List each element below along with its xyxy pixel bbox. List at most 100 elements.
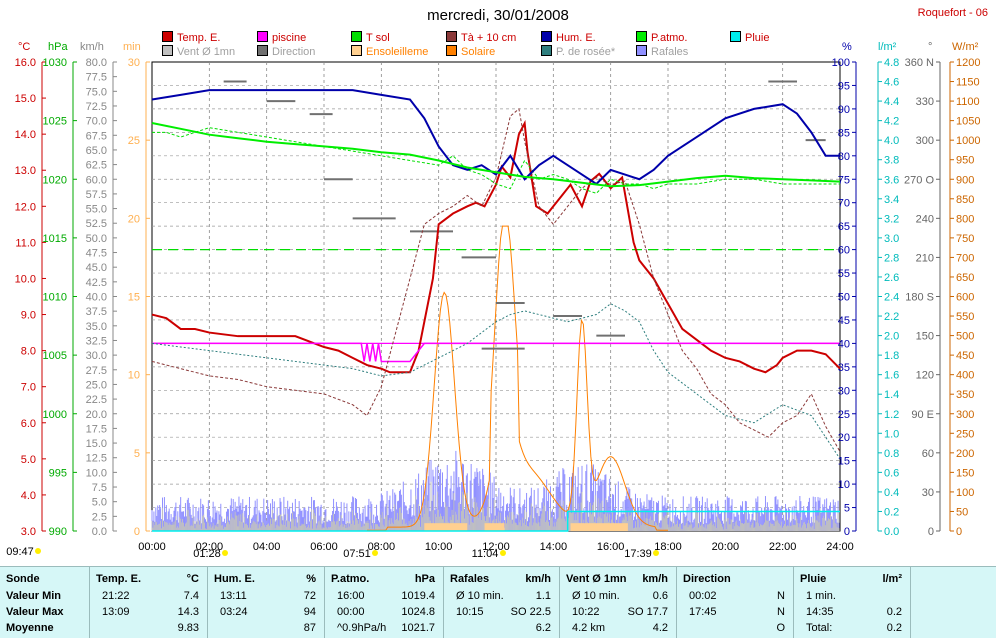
cell-label: 00:02 xyxy=(689,590,717,602)
table-row: 10:15 SO 22.5 xyxy=(444,604,559,620)
table-column: P.atmo. hPa 16:00 1019.4 00:00 1024.8 ^0.9hPa/… xyxy=(325,567,444,638)
tick-label-temp: 13.0 xyxy=(15,165,36,177)
tick-label-kmh: 37.5 xyxy=(86,306,107,318)
cell-label: Ø 10 min. xyxy=(456,590,504,602)
table-row: 13:11 72 xyxy=(208,588,324,604)
cell-label: Moyenne xyxy=(6,622,54,634)
table-row: 4.2 km 4.2 xyxy=(560,620,676,636)
tick-label-wm2: 50 xyxy=(956,506,968,518)
cell-label: 13:11 xyxy=(220,590,247,602)
tick-label-wm2: 700 xyxy=(956,252,974,264)
tick-label-pct: 95 xyxy=(838,80,850,92)
cell-label: 16:00 xyxy=(337,590,365,602)
tick-label-kmh: 15.0 xyxy=(86,438,107,450)
series-line-pluie xyxy=(152,510,840,532)
tick-label-kmh: 52.5 xyxy=(86,218,107,230)
cell-label: 10:15 xyxy=(456,606,484,618)
tick-label-lm2: 4.2 xyxy=(884,116,899,128)
legend-label: T sol xyxy=(366,32,390,44)
cell-value: 72 xyxy=(303,590,316,602)
table-header: Vent Ø 1mn km/h xyxy=(560,571,676,587)
tick-label-temp: 11.0 xyxy=(15,237,36,249)
column-title: Sonde xyxy=(6,573,40,585)
tick-label-kmh: 35.0 xyxy=(86,321,107,333)
tick-label-wm2: 400 xyxy=(956,370,974,382)
event-time: 01:28 xyxy=(193,548,221,560)
station-name: Roquefort - 06 xyxy=(918,7,988,19)
tick-label-wm2: 900 xyxy=(956,174,974,186)
sun-marker-icon xyxy=(222,550,228,556)
legend-item: Tà + 10 cm xyxy=(446,31,516,44)
tick-label-kmh: 20.0 xyxy=(86,409,107,421)
table-header: Temp. E. °C xyxy=(90,571,207,587)
unit-deg: ° xyxy=(928,41,932,53)
tick-label-kmh: 22.5 xyxy=(86,394,107,406)
table-column: Hum. E.% 13:11 72 03:24 94 87 xyxy=(208,567,325,638)
tick-label-pct: 70 xyxy=(838,198,850,210)
event-time: 11:04 xyxy=(472,548,499,560)
legend-swatch xyxy=(351,45,362,56)
tick-label-temp: 12.0 xyxy=(15,201,36,213)
legend-item: Temp. E. xyxy=(162,31,220,44)
tick-label-wm2: 450 xyxy=(956,350,974,362)
tick-label-min: 15 xyxy=(128,292,140,304)
chart-title: mercredi, 30/01/2008 xyxy=(427,7,569,24)
tick-label-kmh: 62.5 xyxy=(86,160,107,172)
tick-label-temp: 14.0 xyxy=(15,129,36,141)
cell-value: N xyxy=(777,590,785,602)
table-row: 13:09 14.3 xyxy=(90,604,207,620)
cell-value: 0.2 xyxy=(886,606,902,618)
cell-value: 9.83 xyxy=(177,622,199,634)
tick-label-min: 0 xyxy=(134,526,140,538)
tick-label-wm2: 150 xyxy=(956,467,974,479)
bars-layer xyxy=(151,450,840,531)
tick-label-kmh: 55.0 xyxy=(86,204,107,216)
table-row: 87 xyxy=(208,620,324,636)
tick-label-lm2: 3.2 xyxy=(884,213,899,225)
tick-label-pct: 35 xyxy=(838,362,850,374)
table-row: 00:02 N xyxy=(677,588,793,604)
series-line-piscine xyxy=(152,342,840,363)
cell-label: 14:35 xyxy=(806,606,834,618)
tick-label-deg: 90 E xyxy=(911,409,934,421)
tick-label-lm2: 3.6 xyxy=(884,174,899,186)
series-layer xyxy=(151,80,841,532)
tick-label-temp: 4.0 xyxy=(21,490,36,502)
tick-label-pct: 50 xyxy=(838,292,850,304)
legend-swatch xyxy=(162,45,173,56)
tick-label-kmh: 5.0 xyxy=(92,497,107,509)
tick-label-lm2: 1.0 xyxy=(884,428,899,440)
table-column: Pluie l/m² 1 min. 14:35 0.2 Total: 0.2 xyxy=(794,567,911,638)
tick-label-deg: 120 xyxy=(916,370,934,382)
tick-label-kmh: 12.5 xyxy=(86,453,107,465)
tick-label-lm2: 1.2 xyxy=(884,409,899,421)
table-row: 1 min. xyxy=(794,588,910,604)
cell-value: N xyxy=(777,606,785,618)
tick-label-pct: 40 xyxy=(838,338,850,350)
tick-label-deg: 210 xyxy=(916,252,934,264)
cell-label: 4.2 km xyxy=(572,622,606,634)
tick-label-wm2: 100 xyxy=(956,487,974,499)
cell-value: 14.3 xyxy=(177,606,199,618)
event-time: 17:39 xyxy=(624,548,652,560)
tick-label-hpa: 1005 xyxy=(43,350,67,362)
tick-label-wm2: 1200 xyxy=(956,57,980,69)
tick-label-lm2: 0.4 xyxy=(884,487,899,499)
cell-value: SO 17.7 xyxy=(627,606,668,618)
column-unit: l/m² xyxy=(882,573,902,585)
tick-label-lm2: 3.4 xyxy=(884,194,899,206)
tick-label-deg: 150 xyxy=(916,331,934,343)
tick-label-deg: 360 N xyxy=(905,57,934,69)
cell-label: Valeur Max xyxy=(6,606,64,618)
tick-label-lm2: 2.4 xyxy=(884,292,899,304)
tick-label-hpa: 1015 xyxy=(43,233,67,245)
cell-value: O xyxy=(776,622,785,634)
tick-label-deg: 180 S xyxy=(905,292,934,304)
tick-label-deg: 270 O xyxy=(904,174,934,186)
legend-swatch xyxy=(446,45,457,56)
legend-item: P. de rosée* xyxy=(541,45,615,58)
column-title: Rafales xyxy=(450,573,490,585)
tick-label-min: 10 xyxy=(128,370,140,382)
summary-table: Sonde Valeur Min Valeur Max Moyenne Temp. E.… xyxy=(0,566,996,638)
sun-marker-icon xyxy=(500,550,506,556)
